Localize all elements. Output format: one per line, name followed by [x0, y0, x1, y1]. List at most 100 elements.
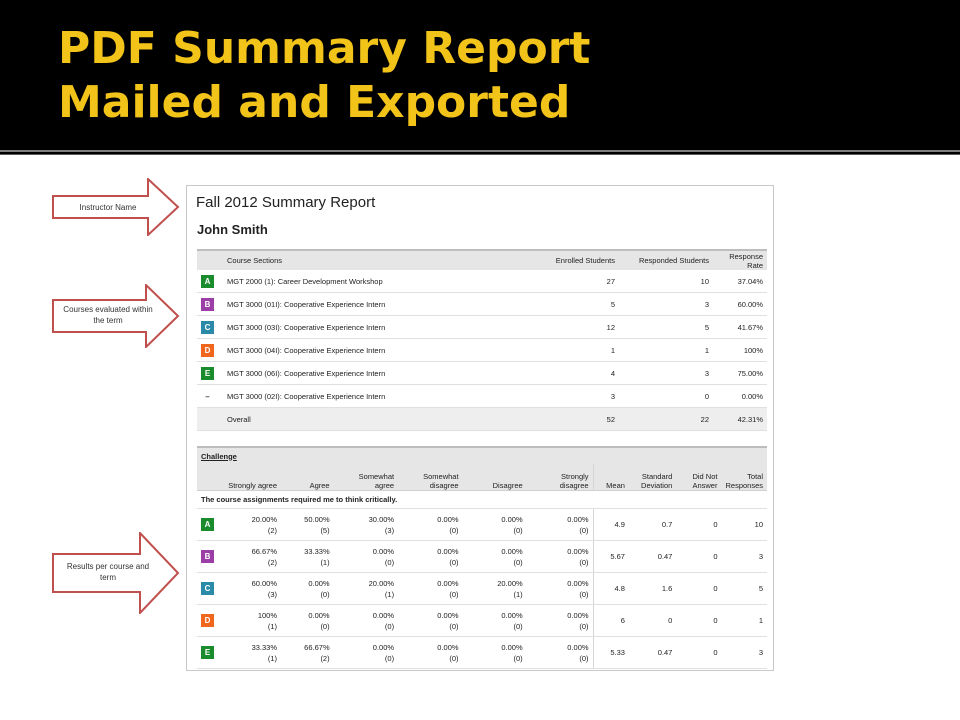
response-count: (0) [449, 621, 459, 631]
course-name: MGT 2000 (1): Career Development Worksho… [223, 270, 531, 293]
question-row: The course assignments required me to th… [197, 490, 767, 509]
response-cell: 0.00% (0) [526, 508, 594, 541]
slide-title-bar: PDF Summary Report Mailed and Exported [0, 0, 960, 150]
response-count: (3) [384, 525, 395, 535]
response-percent: 0.00% [567, 578, 589, 588]
col-header-response-rate: Response Rate [713, 249, 767, 270]
response-cell: 0.00% (0) [333, 636, 399, 669]
responded-count: 3 [619, 361, 713, 385]
course-name: MGT 3000 (01I): Cooperative Experience I… [223, 292, 531, 316]
instructor-name: John Smith [197, 222, 268, 237]
col-header-enrolled: Enrolled Students [531, 249, 619, 270]
response-cell: 0.00% (0) [462, 604, 527, 637]
badge-cell: E [197, 361, 223, 385]
response-count: (0) [449, 653, 459, 663]
table-row: B MGT 3000 (01I): Cooperative Experience … [197, 292, 767, 316]
response-cell: 0.00% (0) [398, 604, 463, 637]
did-not-answer-value: 0 [676, 636, 722, 669]
responded-count: 0 [619, 384, 713, 408]
overall-row: Overall 52 22 42.31% [197, 407, 767, 431]
course-sections-table: Course Sections Enrolled Students Respon… [197, 249, 767, 431]
response-count: (1) [320, 557, 330, 567]
response-count: (0) [579, 557, 589, 567]
response-count: (0) [513, 557, 523, 567]
total-responses-value: 3 [721, 540, 767, 573]
response-count: (0) [384, 621, 395, 631]
section-badge: D [201, 614, 214, 627]
response-percent: 0.00% [501, 642, 523, 652]
challenge-results-table: Challenge Strongly agree Agree Somewhat … [197, 446, 767, 669]
response-percent: 0.00% [567, 610, 589, 620]
table-row: E 33.33% (1) 66.67% (2) 0.00% (0) 0.00% (0) 0.00%… [197, 636, 767, 669]
response-cell: 0.00% (0) [462, 540, 527, 573]
response-cell: 100% (1) [222, 604, 281, 637]
section-badge: A [201, 518, 214, 531]
response-percent: 0.00% [437, 610, 459, 620]
col-header-somewhat-agree: Somewhat agree [333, 464, 399, 491]
badge-col-header [197, 464, 223, 491]
enrolled-count: 4 [531, 361, 619, 385]
response-count: (0) [513, 525, 523, 535]
question-text: The course assignments required me to th… [197, 490, 767, 509]
mean-value: 4.8 [592, 572, 629, 605]
section-badge: E [201, 366, 214, 380]
std-dev-value: 0.47 [628, 540, 677, 573]
badge-cell: A [197, 508, 223, 541]
response-rate: 100% [713, 338, 767, 362]
badge-cell: E [197, 636, 223, 669]
badge-cell: D [197, 338, 223, 362]
response-count: (1) [267, 621, 277, 631]
slide-title-line2: Mailed and Exported [58, 77, 571, 128]
response-count: (0) [513, 621, 523, 631]
title-divider [0, 150, 960, 152]
did-not-answer-value: 0 [676, 604, 722, 637]
enrolled-count: 5 [531, 292, 619, 316]
table-row: D 100% (1) 0.00% (0) 0.00% (0) 0.00% (0) 0.00% (0)… [197, 604, 767, 637]
col-header-course-sections: Course Sections [223, 249, 531, 270]
total-responses-value: 5 [721, 572, 767, 605]
response-percent: 66.67% [251, 546, 277, 556]
enrolled-count: 27 [531, 270, 619, 293]
callout-results-per-course: Results per course and term [52, 532, 180, 614]
overall-label: Overall [223, 407, 531, 431]
response-cell: 0.00% (0) [526, 636, 594, 669]
callout-courses-evaluated: Courses evaluated within the term [52, 284, 180, 348]
col-header-responded: Responded Students [619, 249, 713, 270]
response-count: (1) [513, 589, 523, 599]
response-cell: 66.67% (2) [281, 636, 334, 669]
table-row: D MGT 3000 (04I): Cooperative Experience … [197, 338, 767, 362]
total-responses-value: 1 [721, 604, 767, 637]
response-rate: 60.00% [713, 292, 767, 316]
response-percent: 33.33% [251, 642, 277, 652]
responded-count: 1 [619, 338, 713, 362]
section-badge: C [201, 320, 214, 334]
response-percent: 20.00% [368, 578, 395, 588]
response-percent: 0.00% [501, 610, 523, 620]
response-cell: 60.00% (3) [222, 572, 281, 605]
summary-report: Fall 2012 Summary Report John Smith Cour… [186, 185, 774, 671]
table-row: A MGT 2000 (1): Career Development Worksh… [197, 270, 767, 293]
response-percent: 50.00% [304, 514, 330, 524]
std-dev-value: 0.47 [628, 636, 677, 669]
response-percent: 20.00% [497, 578, 523, 588]
response-count: (2) [267, 525, 277, 535]
response-cell: 0.00% (0) [526, 572, 594, 605]
section-header-row: Challenge [197, 446, 767, 464]
overall-enrolled: 52 [531, 407, 619, 431]
badge-cell: C [197, 315, 223, 339]
response-count: (0) [579, 621, 589, 631]
response-count: (1) [384, 589, 395, 599]
response-percent: 0.00% [437, 642, 459, 652]
badge-cell: D [197, 604, 223, 637]
did-not-answer-value: 0 [676, 540, 722, 573]
badge-cell: B [197, 292, 223, 316]
response-count: (0) [320, 589, 330, 599]
col-header-strongly-disagree: Strongly disagree [526, 464, 594, 491]
response-count: (0) [579, 525, 589, 535]
response-count: (2) [320, 653, 330, 663]
response-count: (0) [320, 621, 330, 631]
response-percent: 0.00% [567, 546, 589, 556]
responded-count: 3 [619, 292, 713, 316]
section-badge: – [205, 391, 210, 401]
total-responses-value: 3 [721, 636, 767, 669]
